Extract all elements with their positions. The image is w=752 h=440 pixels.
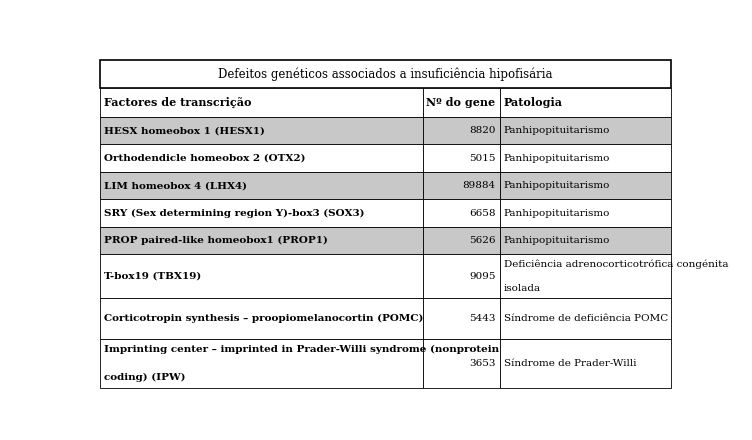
Bar <box>100 338 423 388</box>
Bar <box>100 117 423 144</box>
Text: 8820: 8820 <box>469 126 496 135</box>
Bar <box>499 172 671 199</box>
Text: Deficiência adrenocorticotrófica congénita: Deficiência adrenocorticotrófica congéni… <box>504 260 728 269</box>
Bar <box>499 227 671 254</box>
Bar <box>100 144 423 172</box>
Bar <box>499 117 671 144</box>
Bar <box>100 298 423 338</box>
Text: Panhipopituitarismo: Panhipopituitarismo <box>504 236 610 245</box>
Bar <box>423 199 499 227</box>
Bar <box>499 144 671 172</box>
Bar <box>100 59 671 88</box>
Bar <box>100 172 423 199</box>
Bar <box>100 254 423 298</box>
Text: SRY (Sex determining region Y)-box3 (SOX3): SRY (Sex determining region Y)-box3 (SOX… <box>104 209 365 218</box>
Text: Panhipopituitarismo: Panhipopituitarismo <box>504 181 610 190</box>
Text: 5015: 5015 <box>469 154 496 163</box>
Text: Imprinting center – imprinted in Prader-Willi syndrome (nonprotein: Imprinting center – imprinted in Prader-… <box>104 345 499 354</box>
Bar <box>499 254 671 298</box>
Bar <box>423 88 499 117</box>
Bar <box>423 117 499 144</box>
Text: Corticotropin synthesis – proopiomelanocortin (POMC): Corticotropin synthesis – proopiomelanoc… <box>104 314 423 323</box>
Text: 89884: 89884 <box>462 181 496 190</box>
Text: PROP paired-like homeobox1 (PROP1): PROP paired-like homeobox1 (PROP1) <box>104 236 328 245</box>
Bar <box>423 144 499 172</box>
Bar <box>100 227 423 254</box>
Text: Síndrome de Prader-Willi: Síndrome de Prader-Willi <box>504 359 636 368</box>
Text: Panhipopituitarismo: Panhipopituitarismo <box>504 154 610 163</box>
Bar <box>423 338 499 388</box>
Text: Orthodendicle homeobox 2 (OTX2): Orthodendicle homeobox 2 (OTX2) <box>104 154 305 163</box>
Text: Patologia: Patologia <box>504 97 562 108</box>
Text: coding) (IPW): coding) (IPW) <box>104 373 186 382</box>
Text: Panhipopituitarismo: Panhipopituitarismo <box>504 209 610 218</box>
Text: Nº do gene: Nº do gene <box>426 97 496 108</box>
Bar <box>499 338 671 388</box>
Bar <box>423 227 499 254</box>
Text: T-box19 (TBX19): T-box19 (TBX19) <box>104 272 201 281</box>
Bar <box>499 88 671 117</box>
Text: Factores de transcrição: Factores de transcrição <box>104 97 251 108</box>
Text: 6658: 6658 <box>469 209 496 218</box>
Bar <box>423 254 499 298</box>
Bar <box>499 199 671 227</box>
Text: LIM homeobox 4 (LHX4): LIM homeobox 4 (LHX4) <box>104 181 247 190</box>
Text: Panhipopituitarismo: Panhipopituitarismo <box>504 126 610 135</box>
Text: HESX homeobox 1 (HESX1): HESX homeobox 1 (HESX1) <box>104 126 265 135</box>
Text: Defeitos genéticos associados a insuficiência hipofisária: Defeitos genéticos associados a insufici… <box>218 67 553 81</box>
Bar <box>100 88 423 117</box>
Text: 3653: 3653 <box>469 359 496 368</box>
Text: 9095: 9095 <box>469 272 496 281</box>
Text: isolada: isolada <box>504 284 541 293</box>
Text: 5626: 5626 <box>469 236 496 245</box>
Bar <box>423 298 499 338</box>
Text: 5443: 5443 <box>469 314 496 323</box>
Bar <box>499 298 671 338</box>
Text: Síndrome de deficiência POMC: Síndrome de deficiência POMC <box>504 314 668 323</box>
Bar <box>423 172 499 199</box>
Bar <box>100 199 423 227</box>
